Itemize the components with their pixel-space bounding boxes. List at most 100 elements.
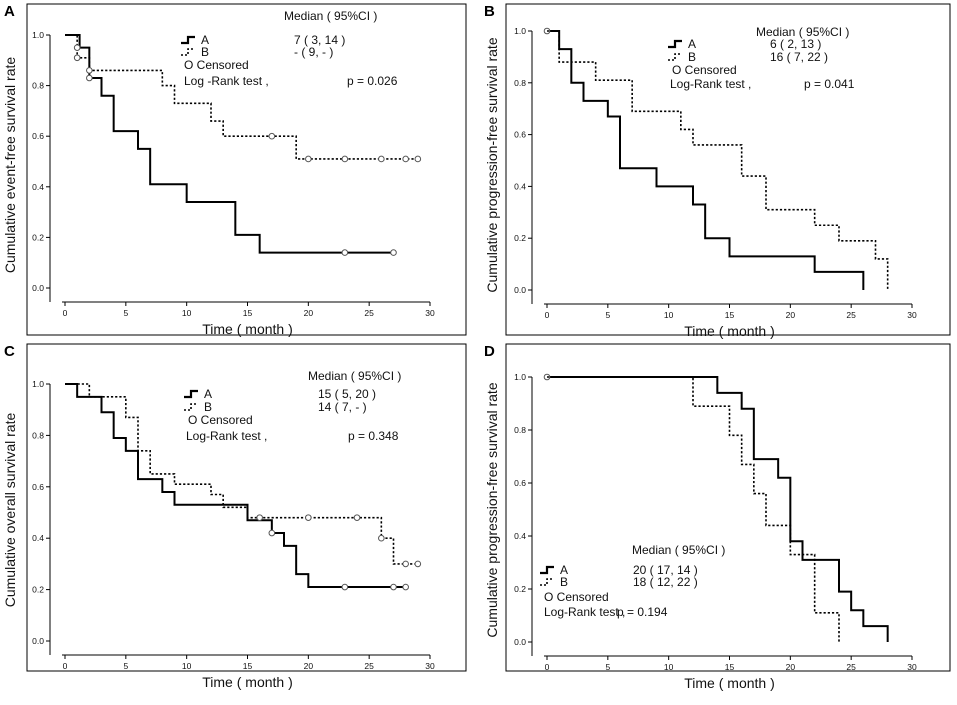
legend-a-median: 6 ( 2, 13 ) <box>770 37 821 51</box>
panel-letter: B <box>484 3 495 20</box>
legend-a-median: 15 ( 5, 20 ) <box>318 387 376 401</box>
series-b-line <box>547 30 889 290</box>
panel-frame <box>505 343 951 672</box>
legend-b-median: 18 ( 12, 22 ) <box>633 575 698 589</box>
y-tick-label: 0.0 <box>514 637 526 647</box>
x-axis-title: Time ( month ) <box>202 674 293 690</box>
legend-a-median: 7 ( 3, 14 ) <box>294 33 345 47</box>
legend-b-line-icon <box>181 48 195 56</box>
legend-test: Log-Rank test , <box>544 605 625 619</box>
legend-b-line-icon <box>668 53 682 61</box>
censored-marker <box>305 155 312 163</box>
censored-marker <box>341 583 349 591</box>
legend: Median ( 95%CI ) AB 15 ( 5, 20 )14 ( 7, - … <box>184 369 401 443</box>
x-tick-label: 0 <box>63 308 68 318</box>
legend-b-label: B <box>688 50 696 64</box>
censored-marker <box>353 514 361 521</box>
legend-b-label: B <box>560 575 568 589</box>
x-tick-label: 20 <box>304 308 314 318</box>
legend-median-header: Median ( 95%CI ) <box>632 543 725 557</box>
series-b-line <box>65 383 418 565</box>
x-tick-label: 5 <box>123 661 128 671</box>
legend-a-label: A <box>204 387 212 401</box>
legend-p-value: p = 0.026 <box>347 74 398 88</box>
legend-b-label: B <box>204 400 212 414</box>
legend-median-header: Median ( 95%CI ) <box>284 9 377 23</box>
x-tick-label: 25 <box>846 310 856 320</box>
censored-marker <box>86 74 93 82</box>
y-axis-title: Cumulative progression-free survival rat… <box>484 37 500 292</box>
y-tick-label: 0.2 <box>32 585 44 595</box>
x-tick-label: 10 <box>664 310 674 320</box>
legend: Median ( 95%CI ) AB 7 ( 3, 14 )- ( 9, - ) O… <box>181 9 398 88</box>
y-tick-label: 0.0 <box>32 283 44 293</box>
x-tick-label: 15 <box>243 308 253 318</box>
y-tick-label: 0.6 <box>514 130 526 140</box>
panel-frame <box>26 343 467 672</box>
legend-censored: O Censored <box>188 413 253 427</box>
y-tick-label: 0.4 <box>514 531 526 541</box>
x-tick-label: 30 <box>425 661 435 671</box>
series-a-line <box>547 30 865 290</box>
panel-letter: D <box>484 343 495 360</box>
x-tick-label: 5 <box>605 662 610 672</box>
legend-a-label: A <box>688 37 696 51</box>
censored-marker <box>414 155 422 163</box>
legend-a-line-icon <box>540 565 554 575</box>
y-tick-label: 0.4 <box>32 182 44 192</box>
y-tick-label: 0.0 <box>32 636 44 646</box>
y-tick-label: 0.8 <box>32 430 44 440</box>
y-tick-label: 0.6 <box>514 478 526 488</box>
x-tick-label: 30 <box>907 662 917 672</box>
legend-a-line-icon <box>668 39 682 49</box>
legend-a-median: 20 ( 17, 14 ) <box>633 563 698 577</box>
series-a-line <box>65 34 394 254</box>
x-tick-label: 5 <box>605 310 610 320</box>
x-tick-label: 0 <box>545 310 550 320</box>
y-tick-label: 0.0 <box>514 285 526 295</box>
censored-marker <box>390 583 397 591</box>
censored-marker <box>414 560 422 568</box>
panel-b: B 0 5 10 15 20 25 30 0.0 0.2 0.4 0.6 0.8 1.0 Time ( mo… <box>484 3 951 339</box>
y-tick-label: 0.4 <box>32 533 44 543</box>
x-tick-label: 25 <box>846 662 856 672</box>
x-axis-title: Time ( month ) <box>684 323 775 339</box>
censored-marker <box>73 44 81 51</box>
x-tick-label: 20 <box>304 661 314 671</box>
x-tick-label: 0 <box>545 662 550 672</box>
x-tick-label: 20 <box>786 662 796 672</box>
legend-test: Log -Rank test , <box>184 74 269 88</box>
panel-letter: C <box>4 343 15 360</box>
censored-marker <box>256 514 263 521</box>
x-tick-label: 25 <box>364 308 374 318</box>
legend-test: Log-Rank test , <box>670 77 751 91</box>
legend-b-line-icon <box>540 578 554 586</box>
panel-frame <box>505 3 951 336</box>
legend-p-value: p = 0.194 <box>617 605 668 619</box>
x-tick-label: 15 <box>725 662 735 672</box>
legend-b-line-icon <box>184 403 198 411</box>
legend-b-median: 14 ( 7, - ) <box>318 400 367 414</box>
y-tick-label: 1.0 <box>514 26 526 36</box>
y-tick-label: 0.8 <box>32 81 44 91</box>
y-axis-title: Cumulative progression-free survival rat… <box>484 382 500 637</box>
x-tick-label: 15 <box>725 310 735 320</box>
legend-censored: O Censored <box>544 590 609 604</box>
legend-b-median: 16 ( 7, 22 ) <box>770 50 828 64</box>
x-tick-label: 0 <box>63 661 68 671</box>
x-tick-label: 10 <box>182 661 192 671</box>
y-tick-label: 0.6 <box>32 482 44 492</box>
y-tick-label: 0.2 <box>32 232 44 242</box>
y-tick-label: 1.0 <box>32 30 44 40</box>
series-b-line <box>65 34 418 160</box>
censored-marker <box>305 514 312 521</box>
x-tick-label: 5 <box>123 308 128 318</box>
censored-marker <box>86 67 93 74</box>
legend-censored: O Censored <box>184 58 249 72</box>
x-axis-title: Time ( month ) <box>202 321 293 337</box>
y-tick-label: 0.2 <box>514 584 526 594</box>
y-tick-label: 0.4 <box>514 181 526 191</box>
x-tick-label: 25 <box>364 661 374 671</box>
y-tick-label: 1.0 <box>514 372 526 382</box>
